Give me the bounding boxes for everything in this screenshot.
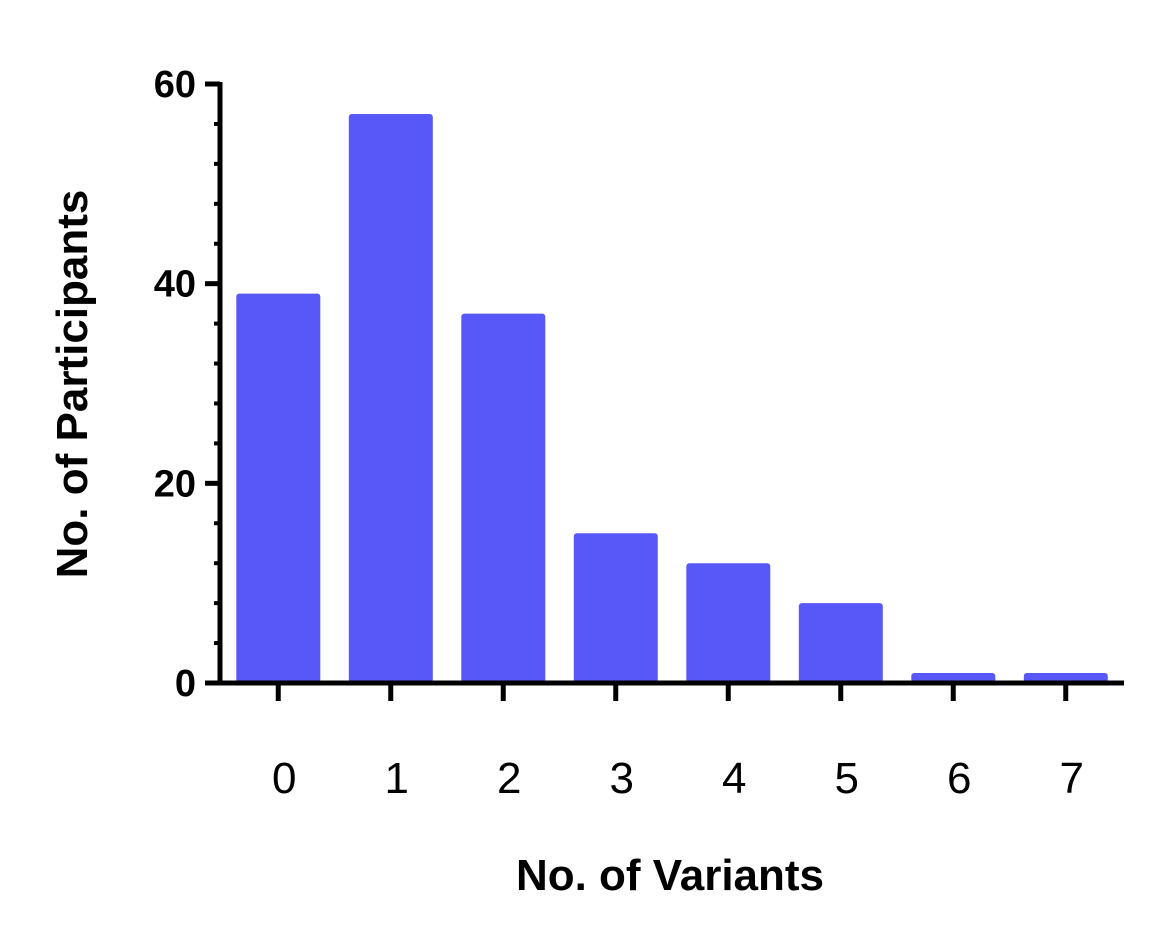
y-axis-title: No. of Participants [48, 190, 97, 579]
x-tick-label: 2 [497, 754, 521, 803]
bars-group [236, 114, 1108, 684]
x-tick-label: 4 [722, 754, 746, 803]
bar-0 [236, 293, 321, 683]
bar-1 [348, 114, 433, 683]
labels-group: 0 20 40 60 0 1 2 3 4 5 6 7 [154, 64, 1084, 803]
bar-4 [686, 563, 771, 683]
x-tick-label: 7 [1060, 754, 1084, 803]
x-tick-label: 0 [272, 754, 296, 803]
y-tick-label: 20 [154, 463, 196, 505]
bar-3 [573, 533, 658, 684]
x-tick-label: 3 [610, 754, 634, 803]
x-tick-label: 5 [835, 754, 859, 803]
axes-group [205, 81, 1124, 701]
y-tick-label: 60 [154, 64, 196, 106]
x-axis-title: No. of Variants [516, 851, 824, 900]
y-tick-label: 0 [175, 663, 196, 705]
x-tick-label: 6 [947, 754, 971, 803]
bar-5 [798, 603, 883, 683]
x-tick-label: 1 [385, 754, 409, 803]
y-tick-label: 40 [154, 264, 196, 306]
bar-2 [461, 313, 546, 683]
